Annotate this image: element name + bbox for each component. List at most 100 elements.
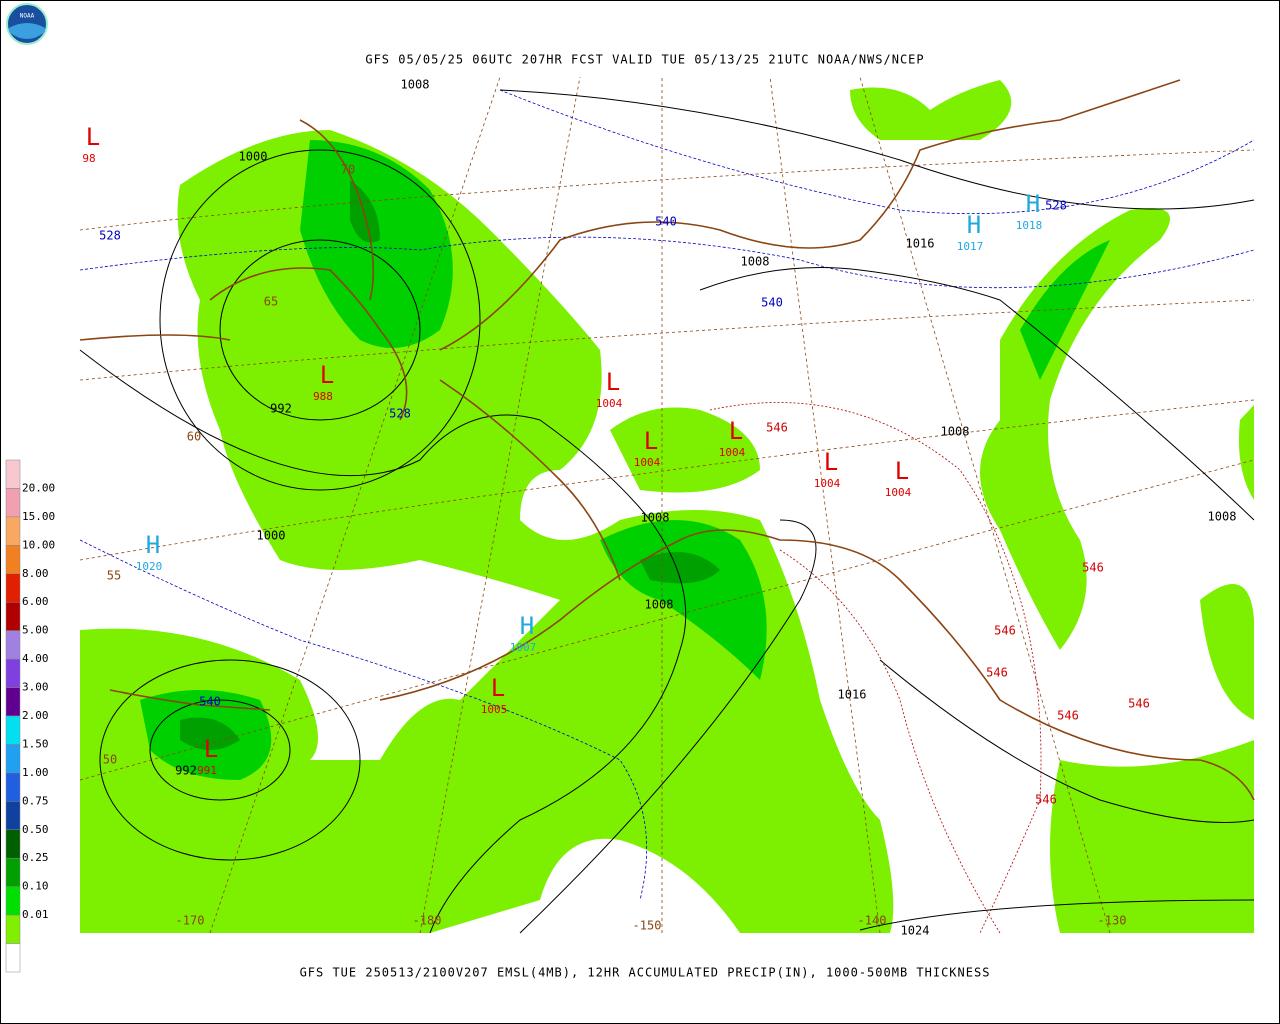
- legend-swatch: [5, 772, 21, 802]
- isobar-label: 1008: [941, 425, 970, 439]
- legend-swatch: [5, 715, 21, 745]
- low-symbol: L: [491, 674, 505, 702]
- legend-swatch: [5, 545, 21, 575]
- isobar-label: 992: [175, 764, 197, 778]
- isobar-label: 1008: [741, 255, 770, 269]
- legend-label: 1.00: [22, 766, 49, 779]
- thickness-label-blue: 528: [99, 229, 121, 243]
- legend-swatch: [5, 886, 21, 916]
- thickness-label: -170: [176, 914, 205, 928]
- low-value: 1005: [481, 703, 508, 716]
- high-value: 1017: [957, 240, 984, 253]
- thickness-label-red: 546: [1057, 709, 1079, 723]
- high-symbol: H: [967, 211, 981, 239]
- legend: 20.00 15.00 10.00 8.00 6.00 5.00 4.00 3.00 2.00 1…: [5, 459, 55, 973]
- legend-label: 0.50: [22, 823, 49, 836]
- thickness-label-blue: 540: [761, 296, 783, 310]
- legend-label: 0.01: [22, 908, 49, 921]
- isobar-label: 1024: [901, 924, 930, 938]
- thickness-label: 65: [264, 295, 278, 309]
- logo: NOAA: [6, 3, 48, 45]
- low-value: 991: [197, 764, 217, 777]
- low-value: 1004: [719, 446, 746, 459]
- low-value: 1004: [596, 397, 623, 410]
- legend-label: 0.10: [22, 880, 49, 893]
- legend-swatch: [5, 601, 21, 631]
- low-symbol: L: [729, 417, 743, 445]
- low-value: 98: [82, 152, 95, 165]
- isobar-label: 992: [270, 402, 292, 416]
- thickness-label-blue: 528: [1045, 199, 1067, 213]
- thickness-label: 70: [341, 163, 355, 177]
- legend-label: 3.00: [22, 681, 49, 694]
- thickness-label-blue: 528: [389, 407, 411, 421]
- thickness-label-red: 546: [1128, 697, 1150, 711]
- legend-swatch: [5, 658, 21, 688]
- legend-swatch: [5, 943, 21, 973]
- legend-swatch: [5, 630, 21, 660]
- low-symbol: L: [204, 735, 218, 763]
- thickness-label: 55: [107, 569, 121, 583]
- low-value: 1004: [634, 456, 661, 469]
- high-value: 1007: [510, 641, 537, 654]
- isobar-label: 1008: [401, 78, 430, 92]
- map-title: GFS 05/05/25 06UTC 207HR FCST VALID TUE …: [365, 53, 924, 67]
- legend-swatch: [5, 801, 21, 831]
- isobar-label: 1008: [645, 598, 674, 612]
- thickness-label: -140: [858, 914, 887, 928]
- legend-label: 4.00: [22, 652, 49, 665]
- legend-label: 10.00: [22, 538, 55, 551]
- thickness-label: -130: [1098, 914, 1127, 928]
- low-value: 1004: [814, 477, 841, 490]
- legend-label: 0.25: [22, 851, 49, 864]
- legend-label: 8.00: [22, 567, 49, 580]
- legend-label: 0.75: [22, 794, 49, 807]
- isobar-label: 1000: [257, 529, 286, 543]
- low-symbol: L: [320, 361, 334, 389]
- legend-label: 2.00: [22, 709, 49, 722]
- low-symbol: L: [895, 457, 909, 485]
- thickness-label-blue: 540: [655, 215, 677, 229]
- logo-text: NOAA: [20, 13, 35, 20]
- legend-swatch: [5, 459, 21, 489]
- low-value: 1004: [885, 486, 912, 499]
- thickness-label-blue: 540: [199, 695, 221, 709]
- high-value: 1018: [1016, 219, 1043, 232]
- thickness-label-red: 546: [1035, 793, 1057, 807]
- high-symbol: H: [520, 612, 534, 640]
- isobar-label: 1008: [1208, 510, 1237, 524]
- legend-swatch: [5, 829, 21, 859]
- legend-swatch: [5, 914, 21, 944]
- low-symbol: L: [824, 448, 838, 476]
- thickness-label: -150: [633, 919, 662, 933]
- legend-swatch: [5, 744, 21, 774]
- low-value: 988: [313, 390, 333, 403]
- legend-label: 1.50: [22, 737, 49, 750]
- legend-swatch: [5, 573, 21, 603]
- thickness-label: -180: [413, 914, 442, 928]
- map-footer: GFS TUE 250513/2100V207 EMSL(4MB), 12HR …: [300, 966, 991, 980]
- legend-swatch: [5, 687, 21, 717]
- low-symbol: L: [606, 368, 620, 396]
- thickness-label-red: 546: [986, 666, 1008, 680]
- thickness-label-red: 546: [1082, 561, 1104, 575]
- high-symbol: H: [1026, 190, 1040, 218]
- low-symbol: L: [644, 427, 658, 455]
- isobar-label: 1016: [838, 688, 867, 702]
- low-symbol: L: [86, 123, 100, 151]
- isobar-label: 1000: [239, 150, 268, 164]
- high-symbol: H: [146, 531, 160, 559]
- isobar-label: 1016: [906, 237, 935, 251]
- legend-swatch: [5, 488, 21, 518]
- isobar-label: 1008: [641, 511, 670, 525]
- thickness-label: 60: [187, 430, 201, 444]
- thickness-label-red: 546: [994, 624, 1016, 638]
- legend-label: 20.00: [22, 481, 55, 494]
- thickness-label: 50: [103, 753, 117, 767]
- legend-swatch: [5, 516, 21, 546]
- map-area: [79, 76, 1255, 934]
- high-value: 1020: [136, 560, 163, 573]
- legend-label: 6.00: [22, 595, 49, 608]
- legend-label: 15.00: [22, 510, 55, 523]
